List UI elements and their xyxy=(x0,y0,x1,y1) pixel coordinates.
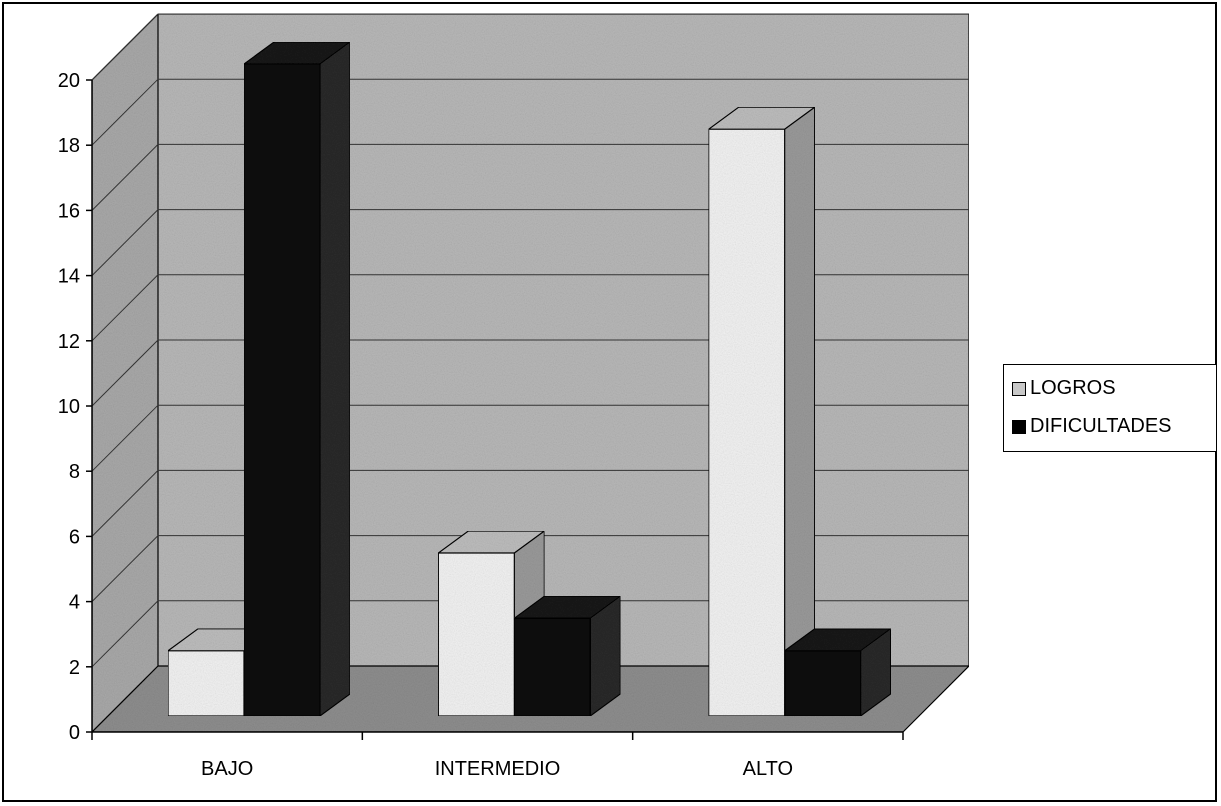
bar-side xyxy=(319,40,351,718)
x-tick-label: ALTO xyxy=(743,758,793,780)
y-tick-label: 4 xyxy=(69,592,80,614)
bar-front xyxy=(708,128,786,717)
y-tick-label: 2 xyxy=(69,657,80,679)
gridline xyxy=(91,404,969,472)
x-tick-label: BAJO xyxy=(201,758,253,780)
bar-dificultades-alto xyxy=(782,627,893,718)
y-tick-label: 8 xyxy=(69,461,80,483)
bar-dificultades-intermedio xyxy=(512,595,623,718)
legend-swatch-logros xyxy=(1012,381,1026,396)
bar-dificultades-bajo xyxy=(242,40,352,718)
y-tick-label: 16 xyxy=(58,200,80,222)
bar-front xyxy=(513,617,591,717)
x-axis: BAJO INTERMEDIO ALTO xyxy=(201,758,793,780)
legend-swatch-dificultades xyxy=(1012,419,1026,434)
y-tick-label: 6 xyxy=(69,526,80,548)
gridline xyxy=(91,143,969,211)
y-tick-label: 10 xyxy=(58,396,80,418)
legend-label-dificultades: DIFICULTADES xyxy=(1030,415,1172,437)
plot-area xyxy=(90,12,971,734)
gridline xyxy=(91,469,969,537)
bar-front xyxy=(437,552,515,717)
x-tick-label: INTERMEDIO xyxy=(435,758,561,780)
y-tick-label: 14 xyxy=(58,266,80,288)
bar-front xyxy=(784,650,862,717)
gridline xyxy=(91,78,969,146)
gridline xyxy=(91,209,969,276)
gridline xyxy=(91,13,969,81)
legend: LOGROS DIFICULTADES xyxy=(1003,364,1217,452)
y-tick-label: 0 xyxy=(69,722,80,744)
y-tick-label: 18 xyxy=(58,135,80,157)
gridline xyxy=(91,274,969,342)
bar-side xyxy=(784,106,816,718)
bar-front xyxy=(243,63,321,717)
bar-front xyxy=(167,650,245,717)
legend-item-dificultades: DIFICULTADES xyxy=(1012,415,1172,438)
legend-label-logros: LOGROS xyxy=(1030,377,1116,399)
y-tick-label: 20 xyxy=(58,70,80,92)
bar-logros-alto xyxy=(706,106,817,718)
gridline xyxy=(91,600,969,668)
y-tick-label: 12 xyxy=(58,331,80,353)
gridline xyxy=(91,339,969,407)
y-axis: 0 2 4 6 8 10 12 14 16 18 20 xyxy=(58,70,904,744)
gridline xyxy=(91,535,969,602)
legend-item-logros: LOGROS xyxy=(1012,377,1116,400)
